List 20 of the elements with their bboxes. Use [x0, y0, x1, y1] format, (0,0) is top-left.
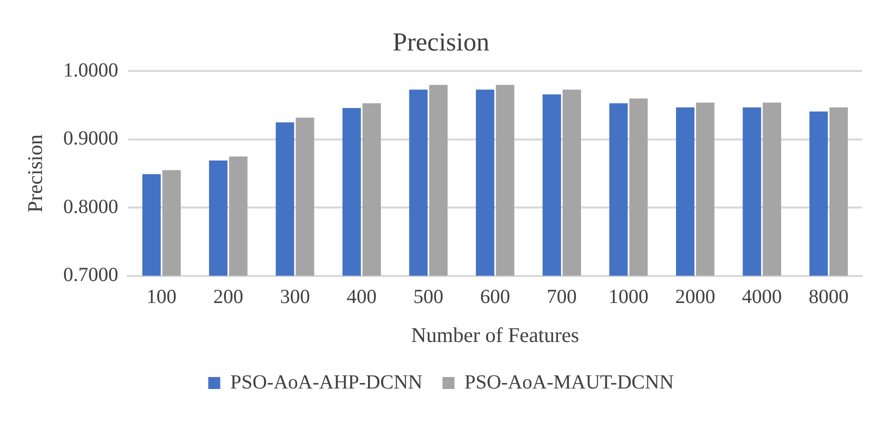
chart-title: Precision	[392, 27, 490, 56]
y-tick-label: 0.9000	[63, 128, 118, 150]
x-tick-label: 2000	[675, 286, 716, 308]
legend-label: PSO-AoA-MAUT-DCNN	[464, 371, 674, 394]
x-tick-label: 4000	[742, 286, 782, 308]
legend-label: PSO-AoA-AHP-DCNN	[230, 371, 422, 394]
y-tick-label: 0.7000	[63, 264, 118, 286]
x-tick-label: 200	[213, 286, 244, 308]
x-tick-label: 1000	[608, 286, 649, 308]
y-tick-label: 0.8000	[63, 196, 118, 218]
x-tick-label: 400	[346, 286, 377, 308]
x-tick-label: 500	[413, 286, 444, 308]
x-tick-label: 600	[480, 286, 510, 308]
y-axis-title: Precision	[23, 134, 48, 213]
y-tick-label: 1.0000	[63, 59, 118, 82]
x-tick-label: 100	[146, 286, 177, 308]
x-axis-title: Number of Features	[411, 322, 580, 347]
x-tick-label: 8000	[808, 286, 849, 308]
x-tick-label: 300	[280, 286, 310, 308]
x-tick-label: 700	[546, 286, 577, 308]
